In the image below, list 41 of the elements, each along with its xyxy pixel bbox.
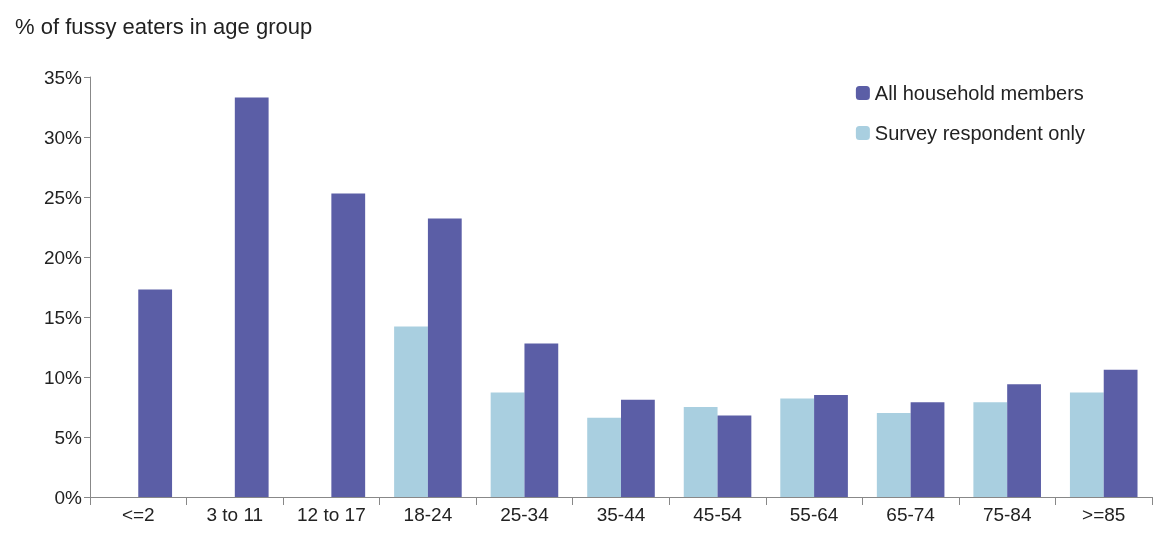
x-tick-label: 45-54 (693, 504, 743, 525)
bar (876, 413, 911, 497)
y-tick-label: 0% (54, 486, 83, 508)
x-tick-label: >=85 (1082, 504, 1126, 525)
x-tick-label: 55-64 (789, 504, 839, 525)
bar (1103, 369, 1138, 497)
x-tick-label: <=2 (121, 504, 155, 525)
y-tick-label: 15% (43, 306, 83, 328)
bar (910, 402, 945, 497)
bar (524, 343, 559, 497)
bar (331, 193, 366, 497)
bar (621, 399, 655, 497)
bar (138, 289, 173, 497)
bar (427, 218, 462, 497)
y-tick-label: 10% (43, 366, 83, 388)
legend-label: All household members (874, 82, 1084, 104)
bar (1069, 392, 1104, 497)
y-tick-label: 5% (54, 426, 83, 448)
bar (587, 417, 621, 497)
bar (973, 402, 1008, 497)
bar (780, 398, 815, 497)
bar (490, 392, 525, 497)
chart-title: % of fussy eaters in age group (15, 13, 313, 39)
y-tick-label: 25% (43, 186, 83, 208)
x-tick-label: 25-34 (500, 504, 550, 525)
x-tick-label: 65-74 (886, 504, 936, 525)
bar (234, 97, 269, 497)
x-tick-label: 18-24 (403, 504, 453, 525)
y-tick-label: 30% (43, 126, 83, 148)
bar (683, 407, 718, 497)
y-tick-label: 35% (43, 66, 83, 88)
x-tick-label: 3 to 11 (206, 504, 264, 525)
x-tick-label: 75-84 (982, 504, 1032, 525)
x-tick-label: 35-44 (596, 504, 646, 525)
y-tick-label: 20% (43, 246, 83, 268)
bar (1007, 384, 1041, 497)
bar (394, 326, 428, 497)
bar (717, 415, 752, 497)
x-tick-label: 12 to 17 (297, 504, 366, 525)
legend-label: Survey respondent only (874, 122, 1086, 144)
bar (814, 395, 848, 497)
